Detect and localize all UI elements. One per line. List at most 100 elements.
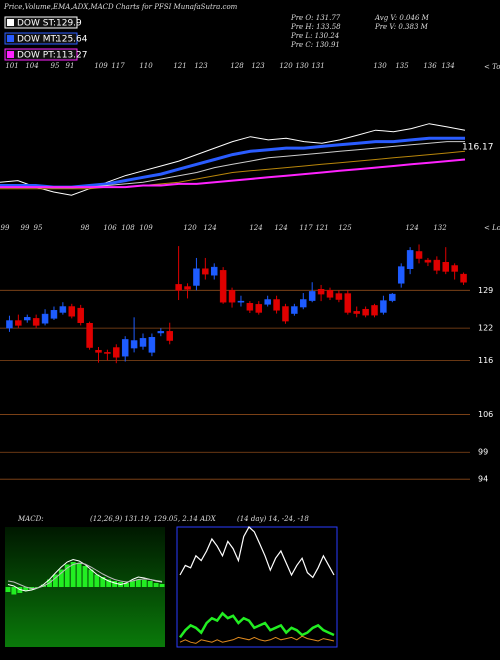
y-tick-label: 129 bbox=[478, 286, 493, 295]
legend-swatch bbox=[7, 35, 14, 42]
tops-label: 91 bbox=[66, 62, 75, 70]
candle-body bbox=[95, 349, 102, 353]
lows-label: 108 bbox=[121, 224, 135, 232]
lows-label: 132 bbox=[433, 224, 447, 232]
lows-label: < Lows bbox=[484, 224, 500, 232]
macd-histogram-bar bbox=[88, 569, 94, 587]
candle-body bbox=[389, 293, 396, 301]
y-tick-label: 106 bbox=[478, 410, 493, 419]
macd-histogram-bar bbox=[52, 574, 58, 587]
candle-body bbox=[415, 251, 423, 259]
candle-body bbox=[362, 308, 369, 316]
tops-label: 134 bbox=[441, 62, 454, 70]
candle-body bbox=[157, 331, 165, 334]
tops-label: 95 bbox=[51, 62, 60, 70]
macd-histogram-bar bbox=[112, 581, 118, 587]
y-tick-label: 122 bbox=[478, 324, 493, 333]
macd-histogram-bar bbox=[159, 584, 165, 587]
candle-body bbox=[113, 347, 120, 358]
candle-body bbox=[121, 339, 129, 357]
candle-body bbox=[237, 300, 245, 303]
macd-histogram-bar bbox=[5, 587, 11, 592]
lows-label: 98 bbox=[81, 224, 90, 232]
lows-label: 99 bbox=[1, 224, 10, 232]
lows-label: 124 bbox=[249, 224, 262, 232]
info-text: Pre L: 130.24 bbox=[290, 32, 339, 40]
info-text: Pre V: 0.383 M bbox=[374, 23, 429, 31]
candle-body bbox=[68, 306, 76, 317]
macd-histogram-bar bbox=[147, 581, 153, 587]
legend-box bbox=[4, 32, 78, 45]
macd-histogram-bar bbox=[100, 577, 106, 587]
legend-swatch bbox=[7, 51, 14, 58]
candle-body bbox=[41, 313, 49, 324]
macd-histogram-bar bbox=[64, 564, 70, 587]
candle-body bbox=[397, 266, 405, 284]
legend-name: DOW PT: bbox=[17, 51, 56, 61]
last-price-label: 116.17 bbox=[462, 143, 494, 153]
candle-body bbox=[219, 270, 227, 303]
lows-label: 124 bbox=[203, 224, 216, 232]
candle-body bbox=[433, 259, 441, 271]
chart-title: Price,Volume,EMA,ADX,MACD Charts for PFS… bbox=[3, 3, 238, 11]
candle-body bbox=[273, 299, 280, 311]
lows-label: 117 bbox=[299, 224, 313, 232]
candle-body bbox=[104, 352, 111, 354]
lows-label: 125 bbox=[338, 224, 352, 232]
candle-body bbox=[86, 322, 93, 348]
macd-histogram-bar bbox=[129, 581, 135, 587]
candle-body bbox=[264, 299, 271, 305]
candle-body bbox=[308, 291, 316, 301]
tops-label: < Tops bbox=[484, 63, 500, 71]
candle-body bbox=[371, 305, 378, 316]
y-tick-label: 116 bbox=[478, 356, 493, 365]
candle-body bbox=[291, 306, 298, 314]
info-text: Pre C: 130.91 bbox=[290, 41, 340, 49]
candle-body bbox=[300, 299, 307, 308]
candle-body bbox=[424, 259, 432, 263]
lows-label: 99 bbox=[21, 224, 30, 232]
macd-histogram-bar bbox=[153, 583, 159, 587]
legend-name: DOW MT: bbox=[17, 35, 58, 45]
candle-body bbox=[193, 268, 200, 286]
macd-histogram-bar bbox=[124, 583, 129, 587]
candle-body bbox=[77, 307, 84, 323]
macd-histogram-bar bbox=[23, 587, 29, 591]
candle-body bbox=[24, 317, 31, 321]
legend-box bbox=[4, 16, 78, 29]
tops-label: 135 bbox=[395, 62, 409, 70]
legend-value: 125.64 bbox=[56, 35, 88, 45]
tops-label: 120 bbox=[279, 62, 293, 70]
adx-line bbox=[179, 526, 335, 579]
legend-swatch bbox=[7, 19, 14, 26]
candle-body bbox=[255, 304, 263, 313]
y-tick-label: 99 bbox=[478, 448, 488, 457]
macd-params: (12,26,9) 131.19, 129.05, 2.14 ADX bbox=[90, 515, 217, 523]
candle-body bbox=[344, 293, 352, 313]
candle-body bbox=[32, 318, 40, 326]
tops-label: 123 bbox=[251, 62, 265, 70]
candle-body bbox=[335, 293, 343, 300]
legend-value: 129.9 bbox=[56, 19, 82, 29]
candle-body bbox=[326, 290, 334, 298]
tops-label: 130 bbox=[373, 62, 387, 70]
candle-body bbox=[166, 331, 173, 341]
lows-label: 124 bbox=[405, 224, 418, 232]
candle-body bbox=[228, 290, 236, 303]
candle-body bbox=[175, 284, 182, 291]
candle-body bbox=[380, 300, 387, 313]
candle-body bbox=[442, 262, 449, 272]
candle-body bbox=[210, 266, 218, 276]
candle-body bbox=[451, 265, 458, 272]
tops-label: 128 bbox=[230, 62, 244, 70]
candle-body bbox=[202, 268, 209, 275]
candle-body bbox=[353, 311, 360, 314]
lows-label: 95 bbox=[34, 224, 43, 232]
candle-body bbox=[406, 250, 414, 269]
ema-line bbox=[0, 150, 466, 190]
info-text: Avg V: 0.046 M bbox=[374, 14, 430, 22]
macd-histogram-bar bbox=[58, 569, 64, 587]
lows-label: 109 bbox=[139, 224, 153, 232]
legend-value: 113.27 bbox=[56, 51, 88, 61]
